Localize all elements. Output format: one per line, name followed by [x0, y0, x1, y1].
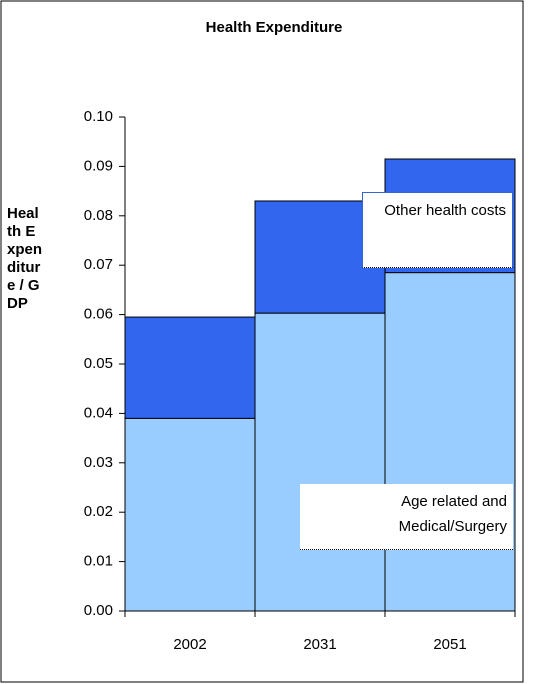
y-tick-label: 0.00: [84, 602, 113, 619]
y-tick-label: 0.01: [84, 553, 113, 570]
y-tick-label: 0.03: [84, 454, 113, 471]
y-tick-label: 0.06: [84, 306, 113, 323]
y-tick-label: 0.04: [84, 404, 113, 421]
bar-segment: [124, 316, 256, 419]
y-axis-label: Health Expenditure / GDP: [7, 205, 43, 312]
x-tick-label: 2002: [173, 636, 206, 653]
bar-segment: [124, 417, 256, 612]
y-tick-label: 0.05: [84, 355, 113, 372]
bar-segment: [254, 312, 386, 612]
annotation-age: Age related and Medical/Surgery: [300, 484, 513, 550]
y-tick-label: 0.07: [84, 256, 113, 273]
y-tick-label: 0.10: [84, 108, 113, 125]
y-tick-label: 0.02: [84, 503, 113, 520]
chart-title: Health Expenditure: [206, 19, 343, 36]
x-tick-label: 2031: [303, 636, 336, 653]
annotation-other: Other health costs: [362, 192, 513, 268]
x-tick-label: 2051: [433, 636, 466, 653]
y-tick-label: 0.08: [84, 207, 113, 224]
bar-segment: [384, 272, 516, 612]
y-tick-label: 0.09: [84, 157, 113, 174]
